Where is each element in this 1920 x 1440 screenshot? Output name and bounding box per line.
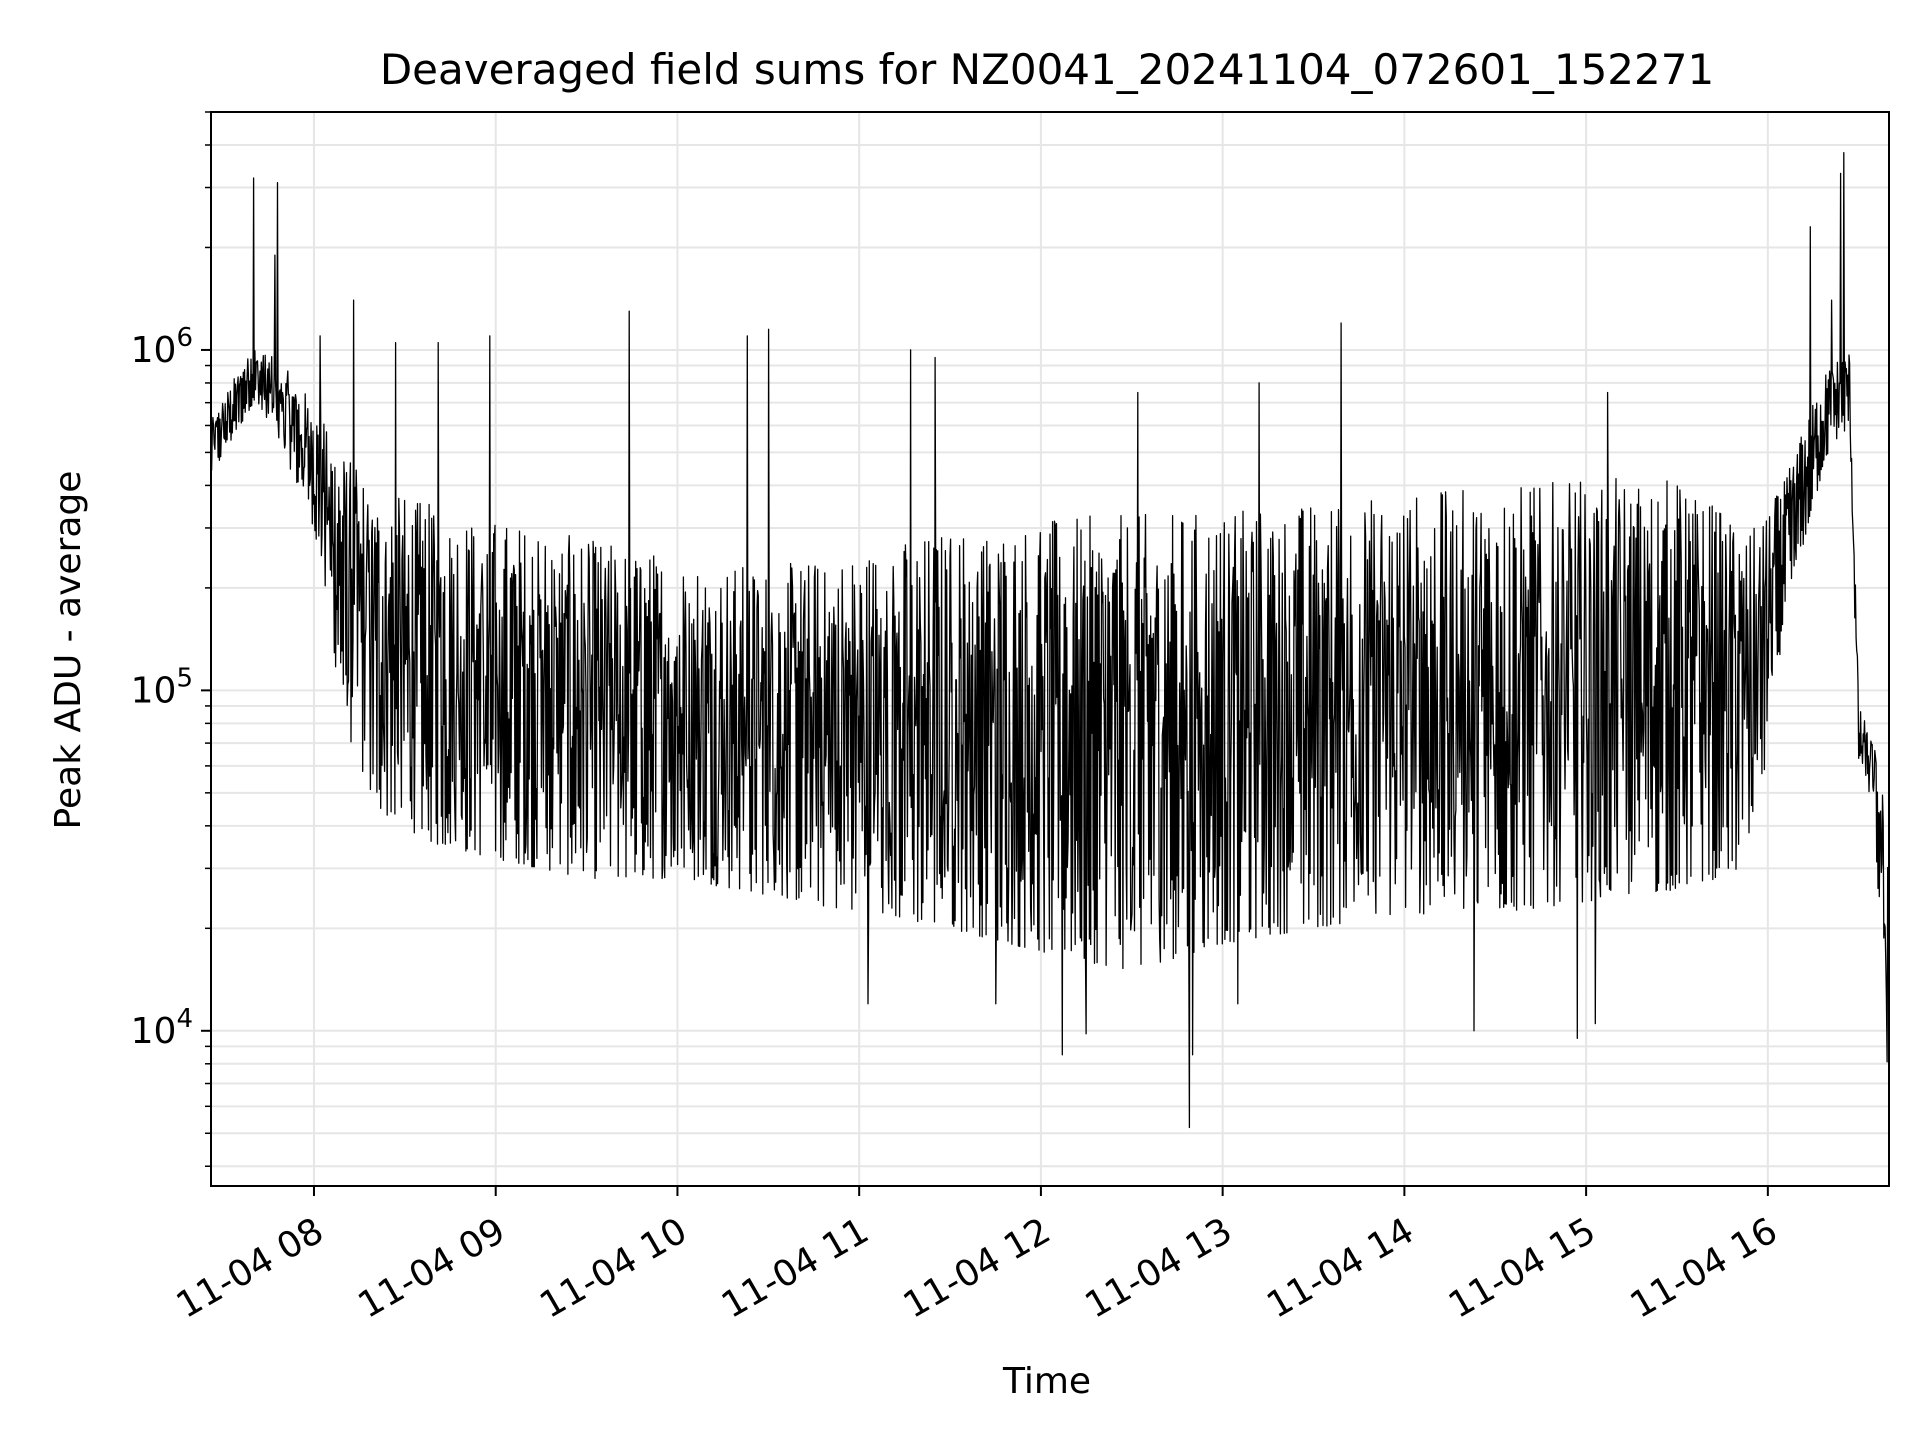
y-tick-base: 10 (131, 670, 177, 711)
series-line (210, 151, 1890, 1129)
x-axis-label: Time (1002, 1361, 1091, 1402)
y-tick-exponent: 4 (176, 1004, 193, 1034)
chart-title: Deaveraged field sums for NZ0041_2024110… (380, 45, 1714, 94)
y-tick-label: 104 (131, 1004, 193, 1052)
plot-area (210, 151, 1890, 1129)
y-tick-base: 10 (131, 1011, 177, 1052)
axes-frame (210, 111, 1890, 1187)
y-tick-exponent: 5 (176, 663, 193, 693)
series-layer (210, 151, 1890, 1129)
y-axis-label: Peak ADU - average (48, 471, 89, 830)
y-tick-label: 105 (131, 663, 193, 711)
y-tick-base: 10 (131, 330, 177, 371)
y-tick-exponent: 6 (176, 323, 193, 353)
y-tick-label: 106 (131, 323, 193, 371)
